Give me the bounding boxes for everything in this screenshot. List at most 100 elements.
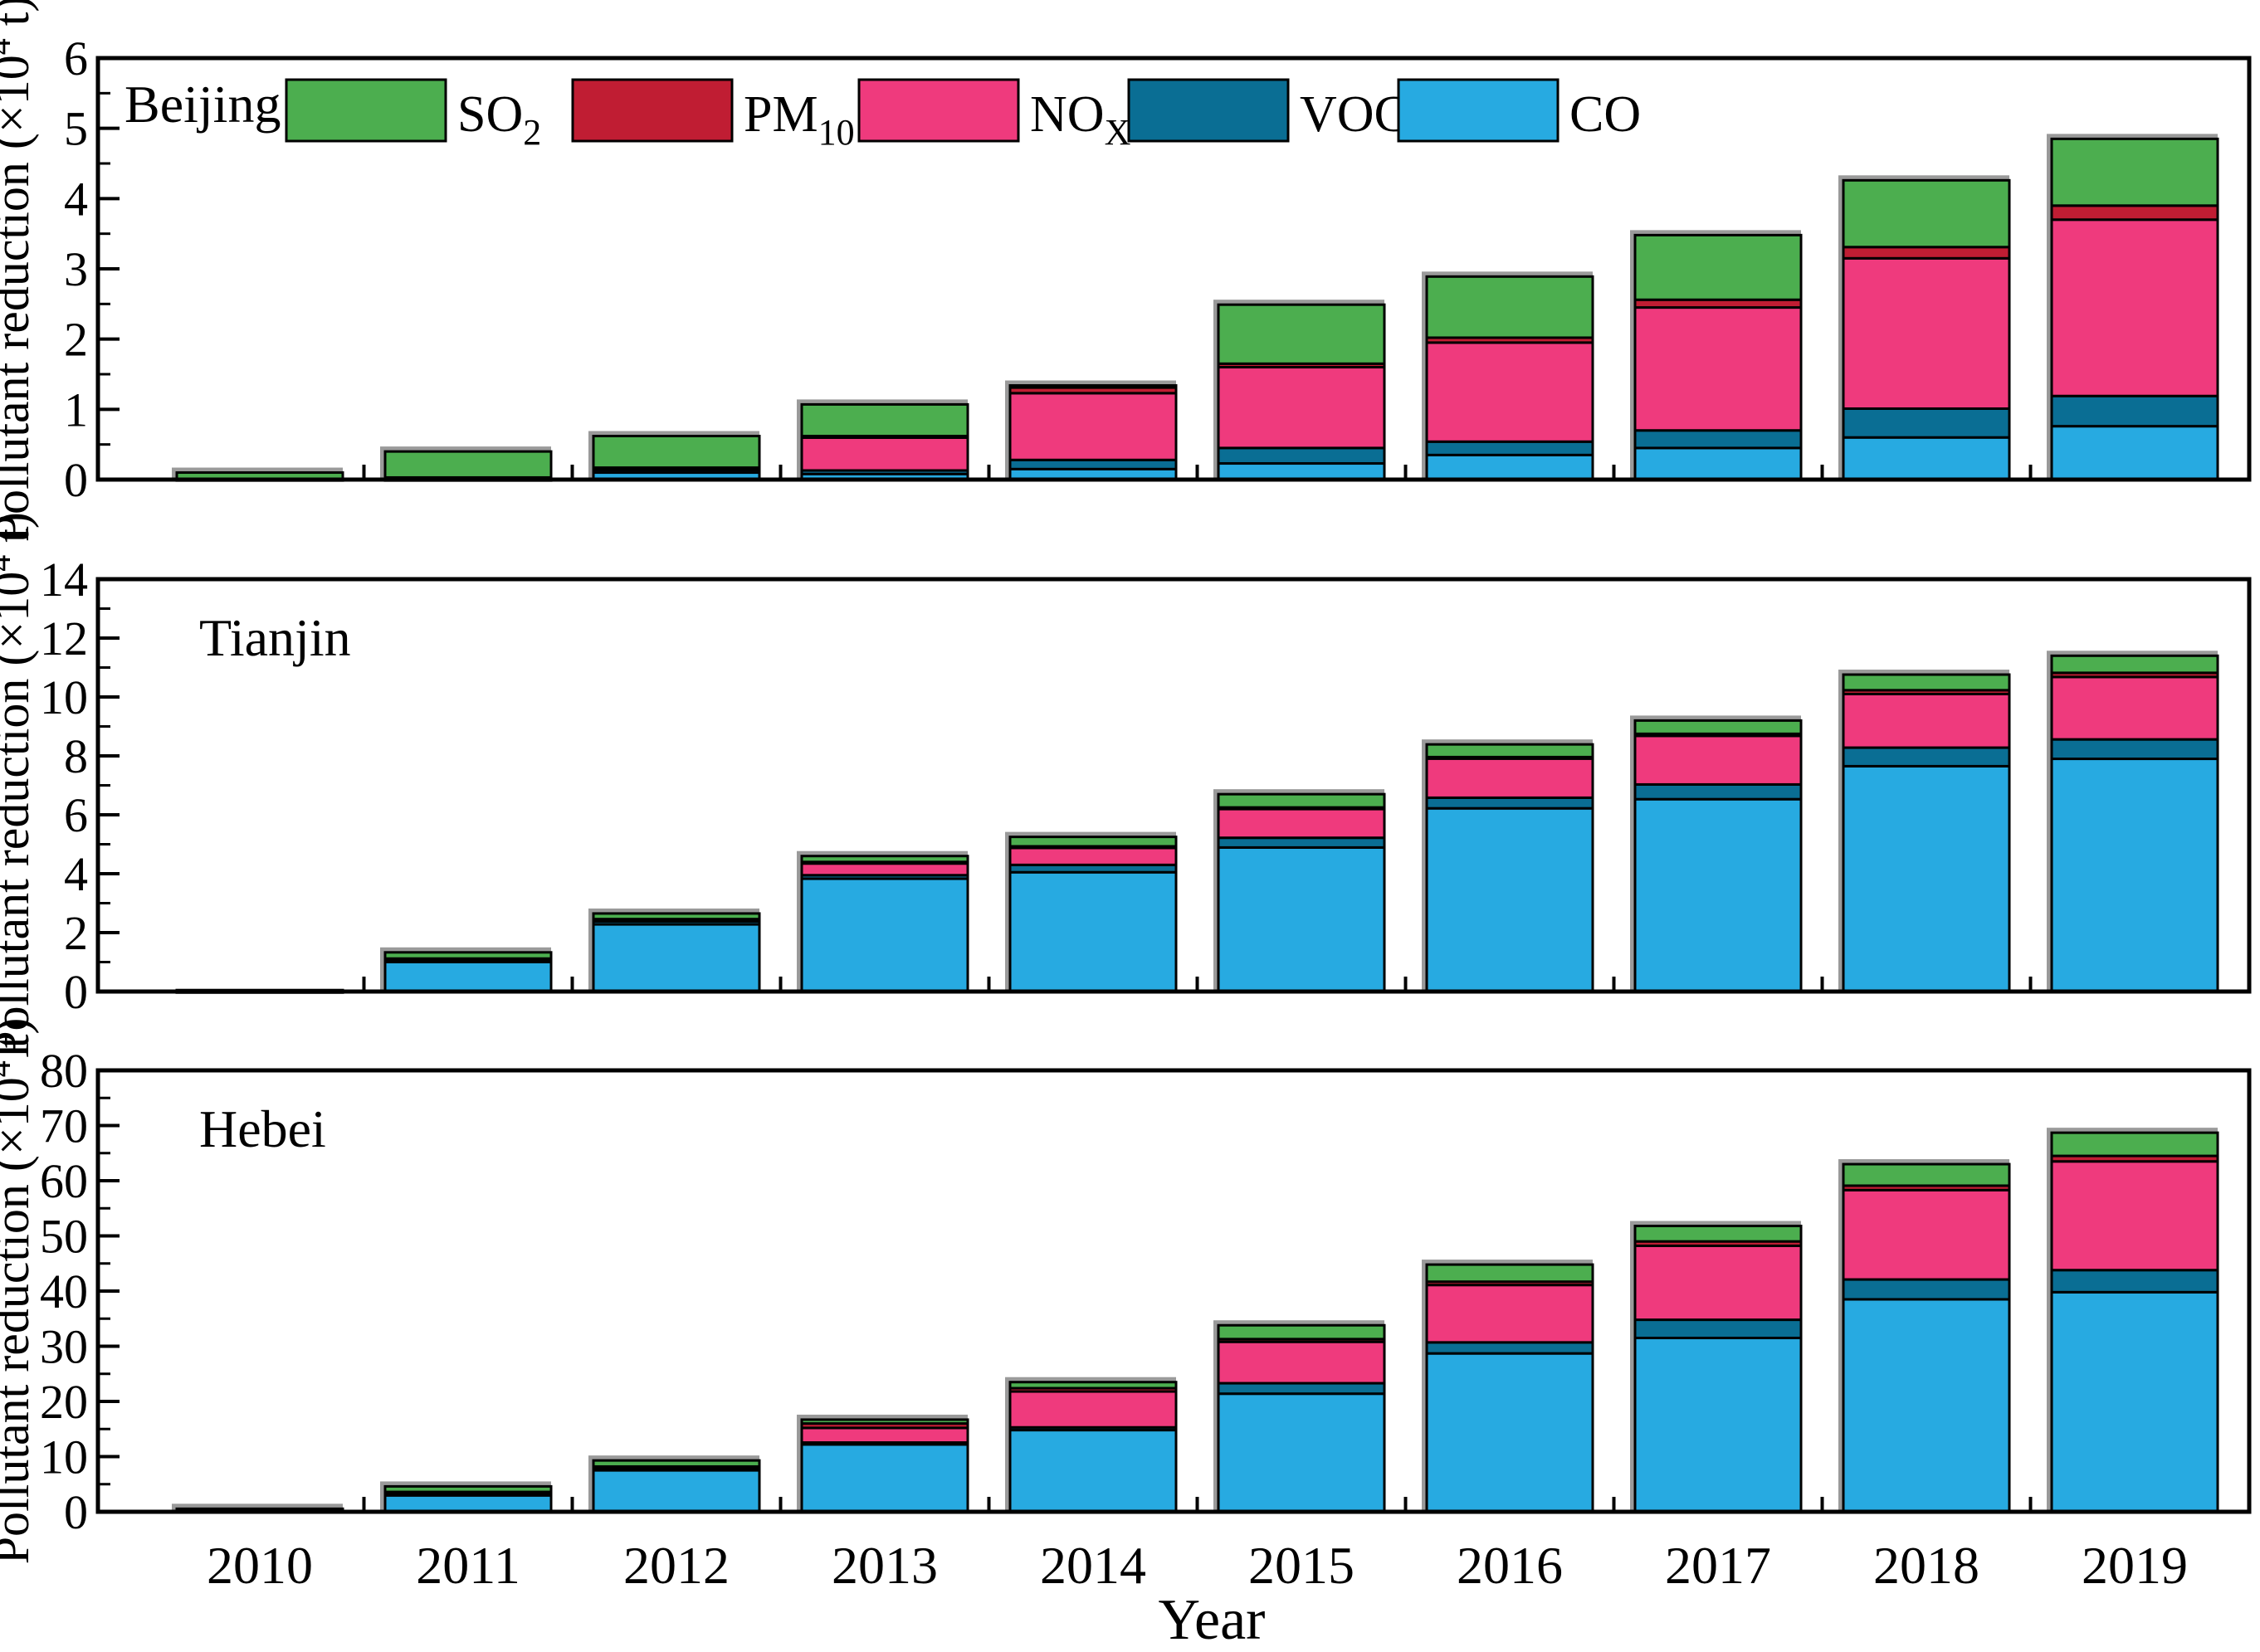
bar-segment-NOx-2019 xyxy=(2050,675,2219,741)
bar-segment-VOCs-2015 xyxy=(1217,1382,1386,1396)
x-tick-label-2019: 2019 xyxy=(2082,1536,2188,1595)
panel-beijing: 0 1 2 3 4 5 6 Beijing Pollutant reduction (×104 … xyxy=(0,0,2252,542)
bar-segment-CO-2014 xyxy=(1008,1429,1178,1513)
bar-segment-NOx-2014 xyxy=(1008,845,1178,866)
bar-segment-SO2-2016 xyxy=(1425,743,1594,758)
legend-swatch-CO xyxy=(1397,78,1560,143)
y-tick-label: 40 xyxy=(40,1265,88,1318)
bar-shadow xyxy=(172,1503,343,1510)
x-tick-label-2016: 2016 xyxy=(1457,1536,1563,1595)
y-tick-label: 80 xyxy=(40,1044,88,1098)
bar-segment-VOCs-2019 xyxy=(2050,394,2219,428)
legend-label-SO2: SO2 xyxy=(457,86,541,153)
legend-label-NOx: NOX xyxy=(1030,86,1130,153)
panel-title-tianjin: Tianjin xyxy=(199,608,351,667)
x-tick-label-2018: 2018 xyxy=(1873,1536,1979,1595)
bar-segment-SO2-2015 xyxy=(1217,792,1386,809)
bar-segment-SO2-2017 xyxy=(1633,233,1803,301)
bar-segment-NOx-2016 xyxy=(1425,757,1594,799)
y-tick-label: 5 xyxy=(64,102,88,156)
bar-segment-NOx-2013 xyxy=(800,1426,969,1445)
x-tick-label-2010: 2010 xyxy=(207,1536,313,1595)
bar-segment-CO-2015 xyxy=(1217,462,1386,481)
x-tick-label-2017: 2017 xyxy=(1665,1536,1771,1595)
bar-segment-NOx-2016 xyxy=(1425,341,1594,443)
y-tick-label: 0 xyxy=(64,965,88,1019)
bar-segment-CO-2015 xyxy=(1217,1392,1386,1513)
y-tick-label: 2 xyxy=(64,313,88,367)
y-tick-label: 20 xyxy=(40,1375,88,1429)
bar-segment-NOx-2013 xyxy=(800,436,969,472)
bar-segment-NOx-2018 xyxy=(1842,692,2011,749)
x-tick-label-2012: 2012 xyxy=(623,1536,730,1595)
x-tick-label-2014: 2014 xyxy=(1040,1536,1146,1595)
x-axis-label: Year xyxy=(1159,1588,1266,1652)
bar-segment-NOx-2017 xyxy=(1633,734,1803,786)
bar-segment-CO-2018 xyxy=(1842,1298,2011,1513)
y-tick-label: 3 xyxy=(64,242,88,296)
bar-segment-NOx-2014 xyxy=(1008,1390,1178,1429)
bar-segment-SO2-2018 xyxy=(1842,178,2011,249)
bar-segment-CO-2012 xyxy=(592,1468,761,1513)
bar-segment-SO2-2016 xyxy=(1425,275,1594,339)
bar-segment-CO-2011 xyxy=(383,961,553,993)
y-tick-label: 4 xyxy=(64,172,88,226)
bar-segment-VOCs-2018 xyxy=(1842,746,2011,768)
bar-segment-CO-2019 xyxy=(2050,1290,2219,1513)
y-tick-label: 6 xyxy=(64,32,88,85)
bar-segment-SO2-2012 xyxy=(592,912,761,921)
bar-segment-NOx-2015 xyxy=(1217,1340,1386,1385)
bar-segment-SO2-2014 xyxy=(1008,384,1178,389)
bar-segment-SO2-2016 xyxy=(1425,1263,1594,1284)
bar-segment-VOCs-2017 xyxy=(1633,429,1803,450)
bar-segment-NOx-2019 xyxy=(2050,1160,2219,1272)
bar-segment-NOx-2019 xyxy=(2050,218,2219,397)
bar-segment-VOCs-2018 xyxy=(1842,1278,2011,1301)
bar-segment-SO2-2015 xyxy=(1217,303,1386,365)
bar-segment-CO-2018 xyxy=(1842,764,2011,993)
y-axis-label: Pollutant reduction (×104 t) xyxy=(0,512,39,1059)
bar-segment-SO2-2013 xyxy=(800,1418,969,1425)
y-axis-label: Pollutant reduction (×104 t) xyxy=(0,0,39,542)
legend-swatch-VOCs xyxy=(1127,78,1290,143)
bar-segment-CO-2018 xyxy=(1842,436,2011,481)
bar-segment-NOx-2015 xyxy=(1217,366,1386,450)
bar-segment-CO-2016 xyxy=(1425,807,1594,993)
y-tick-label: 10 xyxy=(40,1430,88,1484)
bar-segment-SO2-2019 xyxy=(2050,1131,2219,1157)
x-tick-label-2013: 2013 xyxy=(832,1536,938,1595)
bar-segment-VOCs-2017 xyxy=(1633,782,1803,801)
bar-segment-VOCs-2015 xyxy=(1217,836,1386,849)
y-tick-label: 70 xyxy=(40,1099,88,1153)
bar-segment-SO2-2014 xyxy=(1008,836,1178,848)
bar-segment-CO-2016 xyxy=(1425,453,1594,481)
y-tick-label: 30 xyxy=(40,1320,88,1374)
legend-swatch-PM10 xyxy=(571,78,734,143)
x-tick-label-2015: 2015 xyxy=(1248,1536,1355,1595)
bar-segment-VOCs-2014 xyxy=(1008,458,1178,470)
bar-segment-NOx-2014 xyxy=(1008,392,1178,461)
bar-segment-SO2-2013 xyxy=(800,855,969,864)
bar-segment-SO2-2013 xyxy=(800,402,969,438)
y-tick-label: 0 xyxy=(64,453,88,507)
bar-segment-SO2-2018 xyxy=(1842,1162,2011,1187)
bar-segment-VOCs-2019 xyxy=(2050,1269,2219,1294)
bar-segment-PM10-2018 xyxy=(1842,246,2011,260)
y-axis-label: Pollutant reduction (×104 t) xyxy=(0,1018,39,1565)
bar-segment-CO-2015 xyxy=(1217,845,1386,993)
bar-segment-CO-2011 xyxy=(383,1493,553,1513)
bar-segment-SO2-2014 xyxy=(1008,1381,1178,1390)
y-tick-label: 14 xyxy=(40,553,88,607)
bar-segment-VOCs-2019 xyxy=(2050,738,2219,761)
legend-swatch-SO2 xyxy=(285,78,447,143)
y-tick-label: 12 xyxy=(40,612,88,665)
x-tick-label-2011: 2011 xyxy=(416,1536,520,1595)
bar-segment-CO-2013 xyxy=(800,877,969,993)
bar-segment-NOx-2018 xyxy=(1842,1188,2011,1281)
bar-segment-SO2-2011 xyxy=(383,951,553,960)
y-tick-label: 60 xyxy=(40,1154,88,1208)
y-tick-label: 8 xyxy=(64,729,88,783)
